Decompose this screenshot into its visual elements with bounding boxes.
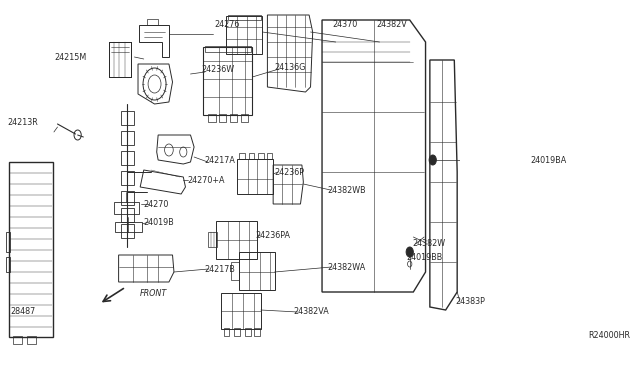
Text: 24236PA: 24236PA: [255, 231, 290, 240]
Text: 24370: 24370: [332, 19, 357, 29]
Bar: [239, 252, 275, 290]
Text: 24382WA: 24382WA: [327, 263, 365, 272]
Text: 24019BA: 24019BA: [531, 155, 567, 164]
Bar: [220, 114, 227, 122]
Text: 24019BB: 24019BB: [406, 253, 442, 262]
Bar: [121, 171, 134, 185]
Bar: [209, 232, 217, 247]
Bar: [204, 47, 252, 115]
Text: R24000HR: R24000HR: [588, 331, 630, 340]
Bar: [221, 293, 261, 329]
Bar: [113, 202, 139, 214]
Text: 24236P: 24236P: [275, 167, 305, 176]
Bar: [109, 42, 131, 77]
Bar: [267, 153, 273, 159]
Bar: [230, 114, 237, 122]
Bar: [249, 153, 255, 159]
Bar: [237, 159, 273, 194]
Bar: [121, 151, 134, 165]
Bar: [13, 336, 22, 344]
Text: FRONT: FRONT: [140, 289, 168, 298]
Bar: [241, 114, 248, 122]
Bar: [255, 328, 260, 336]
Bar: [227, 16, 262, 54]
Bar: [205, 46, 251, 52]
Bar: [121, 111, 134, 125]
Text: 24019B: 24019B: [144, 218, 175, 227]
Text: 24213R: 24213R: [7, 118, 38, 126]
Text: 24382WB: 24382WB: [327, 186, 365, 195]
Text: 24382VA: 24382VA: [293, 308, 329, 317]
Text: 28487: 28487: [10, 308, 35, 317]
Text: 24215M: 24215M: [54, 52, 87, 61]
Bar: [231, 262, 239, 280]
Circle shape: [406, 247, 413, 257]
Text: 24383P: 24383P: [456, 298, 486, 307]
Bar: [6, 232, 10, 252]
Bar: [6, 257, 10, 272]
Bar: [209, 114, 216, 122]
Bar: [8, 162, 53, 337]
Text: 24270: 24270: [144, 199, 169, 208]
Bar: [245, 328, 251, 336]
Text: 24217A: 24217A: [205, 155, 236, 164]
Bar: [121, 224, 134, 238]
Bar: [121, 208, 134, 222]
Bar: [28, 336, 36, 344]
Bar: [147, 19, 158, 25]
Bar: [239, 153, 245, 159]
Bar: [216, 221, 257, 259]
Bar: [223, 328, 229, 336]
Text: 24382V: 24382V: [376, 19, 406, 29]
Text: 24382W: 24382W: [412, 240, 445, 248]
Bar: [234, 328, 240, 336]
Text: 24236W: 24236W: [201, 64, 234, 74]
Bar: [258, 153, 264, 159]
Bar: [121, 131, 134, 145]
Text: 24270+A: 24270+A: [187, 176, 225, 185]
Circle shape: [429, 155, 436, 165]
Bar: [228, 15, 261, 20]
Bar: [121, 191, 134, 205]
Bar: [115, 222, 142, 232]
Text: 24276: 24276: [214, 19, 239, 29]
Text: 24136G: 24136G: [275, 62, 306, 71]
Text: 24217B: 24217B: [204, 264, 235, 273]
